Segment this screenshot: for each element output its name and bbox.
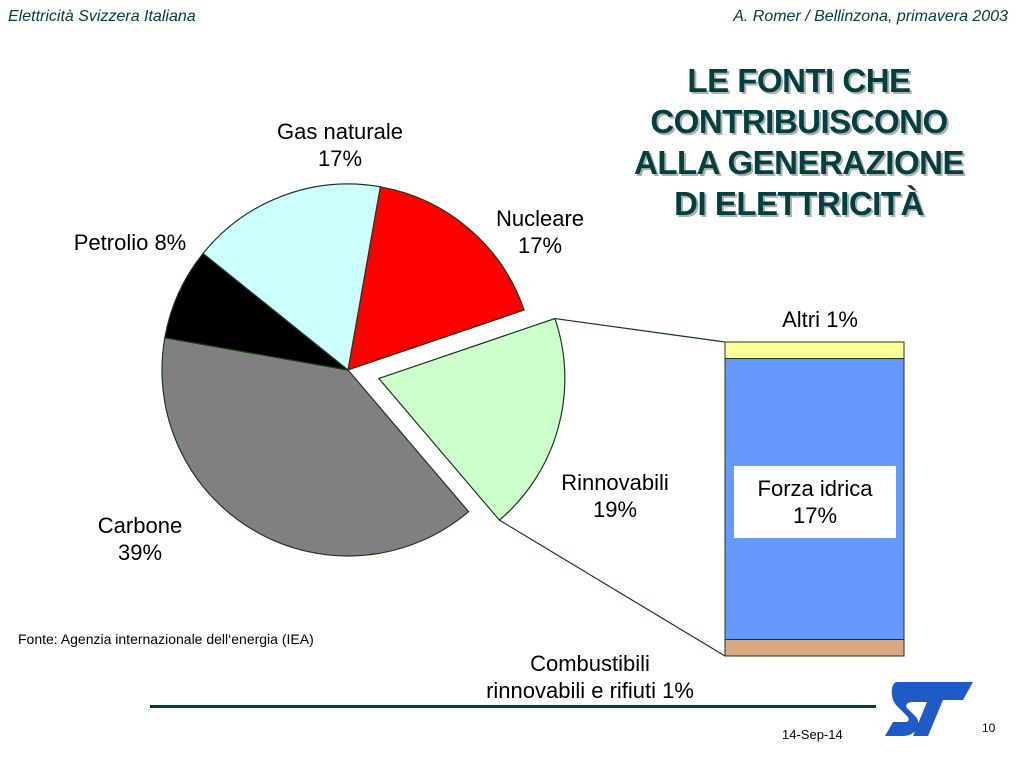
label-value: 39% — [117, 540, 163, 565]
bar-segment-combustibili — [724, 638, 905, 657]
label-combustibili: Combustibili rinnovabili e rifiuti 1% — [455, 650, 725, 704]
footer-divider — [150, 705, 876, 708]
label-rinnovabili: Rinnovabili 19% — [540, 469, 690, 523]
connector-line-bottom — [499, 519, 726, 657]
label-name-value: Petrolio 8% — [73, 230, 187, 255]
source-note: Fonte: Agenzia internazionale dell‘energ… — [18, 631, 314, 647]
pie-slice-rinnovabili — [377, 317, 566, 521]
label-value: 17% — [792, 503, 838, 528]
label-petrolio: Petrolio 8% — [55, 229, 205, 256]
label-altri: Altri 1% — [755, 306, 885, 333]
label-name: Rinnovabili — [561, 470, 669, 495]
label-name: Carbone — [97, 513, 183, 538]
label-name-value: Altri 1% — [782, 307, 858, 332]
pie-slice-nucleare — [347, 186, 525, 371]
label-name: Combustibili — [530, 651, 650, 676]
label-value: 17% — [517, 233, 563, 258]
st-logo-icon — [885, 682, 973, 736]
header-organization: Elettricità Svizzera Italiana — [8, 8, 196, 25]
page-number: 10 — [982, 721, 996, 735]
title-line: CONTRIBUISCONO — [650, 103, 948, 140]
bar-segment-altri — [724, 341, 905, 360]
title-line: ALLA GENERAZIONE — [634, 144, 964, 181]
footer-date: 14-Sep-14 — [782, 727, 843, 742]
pie-slice-gas-naturale — [202, 183, 381, 372]
label-value: 17% — [317, 146, 363, 171]
label-carbone: Carbone 39% — [75, 512, 205, 566]
header-author-date: A. Romer / Bellinzona, primavera 2003 — [733, 8, 1008, 25]
label-nucleare: Nucleare 17% — [465, 205, 615, 259]
pie-slice-carbone — [161, 337, 470, 557]
title-line: DI ELETTRICITÀ — [674, 185, 924, 222]
connector-line-top — [554, 317, 726, 343]
label-name: Nucleare — [495, 206, 585, 231]
label-value: 19% — [592, 497, 638, 522]
label-name: Forza idrica — [757, 476, 873, 501]
pie-chart — [161, 183, 566, 557]
label-name-value: rinnovabili e rifiuti 1% — [486, 678, 694, 703]
title-line: LE FONTI CHE — [687, 62, 911, 99]
label-name: Gas naturale — [277, 119, 403, 144]
slide-title: LE FONTI CHE CONTRIBUISCONO ALLA GENERAZ… — [604, 60, 994, 224]
pie-slice-petrolio — [164, 252, 349, 371]
label-forza-idrica: Forza idrica 17% — [734, 466, 896, 538]
label-gas-naturale: Gas naturale 17% — [245, 118, 435, 172]
connector-lines — [499, 317, 726, 657]
